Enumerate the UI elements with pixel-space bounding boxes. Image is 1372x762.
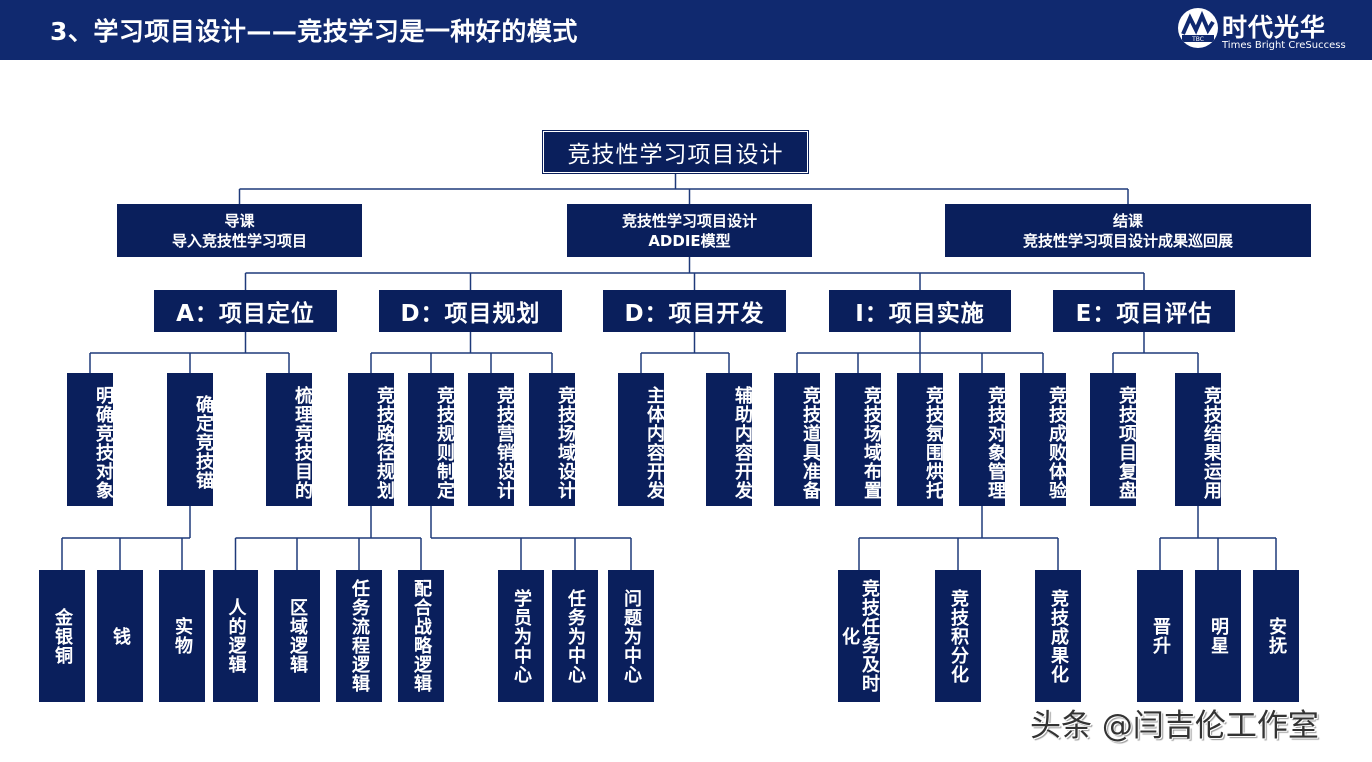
stage-node: A：项目定位: [154, 290, 337, 332]
logo-text-en: Times Bright CreSuccess: [1222, 40, 1346, 51]
subtask-node: 竞技成果化: [1035, 570, 1081, 702]
phase-label: 导入竞技性学习项目: [171, 231, 307, 250]
subtask-node: 安抚: [1253, 570, 1299, 702]
task-node: 竞技项目复盘: [1090, 373, 1137, 506]
phase-label: 导课: [224, 211, 255, 230]
subtask-node: 明星: [1195, 570, 1241, 702]
phase-node: 竞技性学习项目设计 ADDIE模型: [567, 204, 812, 257]
root-node: 竞技性学习项目设计: [543, 131, 808, 173]
phase-node: 结课 竞技性学习项目设计成果巡回展: [945, 204, 1311, 257]
subtask-node: 竞技任务及时化: [838, 570, 880, 702]
logo-text-cn: 时代光华: [1222, 13, 1327, 42]
phase-node: 导课 导入竞技性学习项目: [117, 204, 362, 257]
subtask-node: 任务为中心: [552, 570, 598, 702]
subtask-node: 区域逻辑: [274, 570, 320, 702]
subtask-node: 任务流程逻辑: [336, 570, 382, 702]
subtask-node: 学员为中心: [498, 570, 544, 702]
task-node: 竞技营销设计: [468, 373, 515, 506]
stage-node: E：项目评估: [1053, 290, 1235, 332]
task-node: 竞技场域设计: [529, 373, 576, 506]
phase-label: 竞技性学习项目设计成果巡回展: [1022, 231, 1233, 250]
task-node: 竞技道具准备: [774, 373, 821, 506]
subtask-node: 钱: [97, 570, 143, 702]
slide-header: 3、学习项目设计——竞技学习是一种好的模式 TBC 时代光华 Times Bri…: [0, 0, 1372, 60]
subtask-node: 配合战略逻辑: [398, 570, 444, 702]
company-logo: TBC 时代光华 Times Bright CreSuccess: [1178, 8, 1358, 54]
phase-label: 竞技性学习项目设计: [621, 211, 757, 230]
task-node: 竞技对象管理: [959, 373, 1006, 506]
svg-text:TBC: TBC: [1191, 36, 1204, 43]
watermark: 头条 @闫吉伦工作室: [1030, 708, 1319, 744]
stage-node: D：项目开发: [603, 290, 786, 332]
task-node: 主体内容开发: [618, 373, 665, 506]
stage-node: D：项目规划: [379, 290, 562, 332]
subtask-node: 人的逻辑: [213, 570, 258, 702]
task-node: 竞技规则制定: [408, 373, 455, 506]
task-node: 明确竞技对象: [67, 373, 114, 506]
task-node: 竞技成败体验: [1020, 373, 1067, 506]
stage-node: I：项目实施: [829, 290, 1011, 332]
task-node: 竞技结果运用: [1175, 373, 1222, 506]
task-node: 梳理竞技目的: [266, 373, 313, 506]
subtask-node: 竞技积分化: [935, 570, 981, 702]
subtask-node: 问题为中心: [608, 570, 654, 702]
task-node: 竞技场域布置: [835, 373, 882, 506]
subtask-node: 晋升: [1137, 570, 1183, 702]
tbc-logo-icon: TBC: [1178, 8, 1218, 48]
subtask-node: 金银铜: [39, 570, 85, 702]
task-node: 竞技氛围烘托: [897, 373, 944, 506]
phase-label: ADDIE模型: [648, 231, 731, 250]
phase-label: 结课: [1112, 211, 1143, 230]
task-node: 竞技路径规划: [348, 373, 395, 506]
task-node: 确定竞技锚: [167, 373, 214, 506]
slide-title: 3、学习项目设计——竞技学习是一种好的模式: [50, 17, 578, 46]
task-node: 辅助内容开发: [706, 373, 753, 506]
subtask-node: 实物: [159, 570, 205, 702]
